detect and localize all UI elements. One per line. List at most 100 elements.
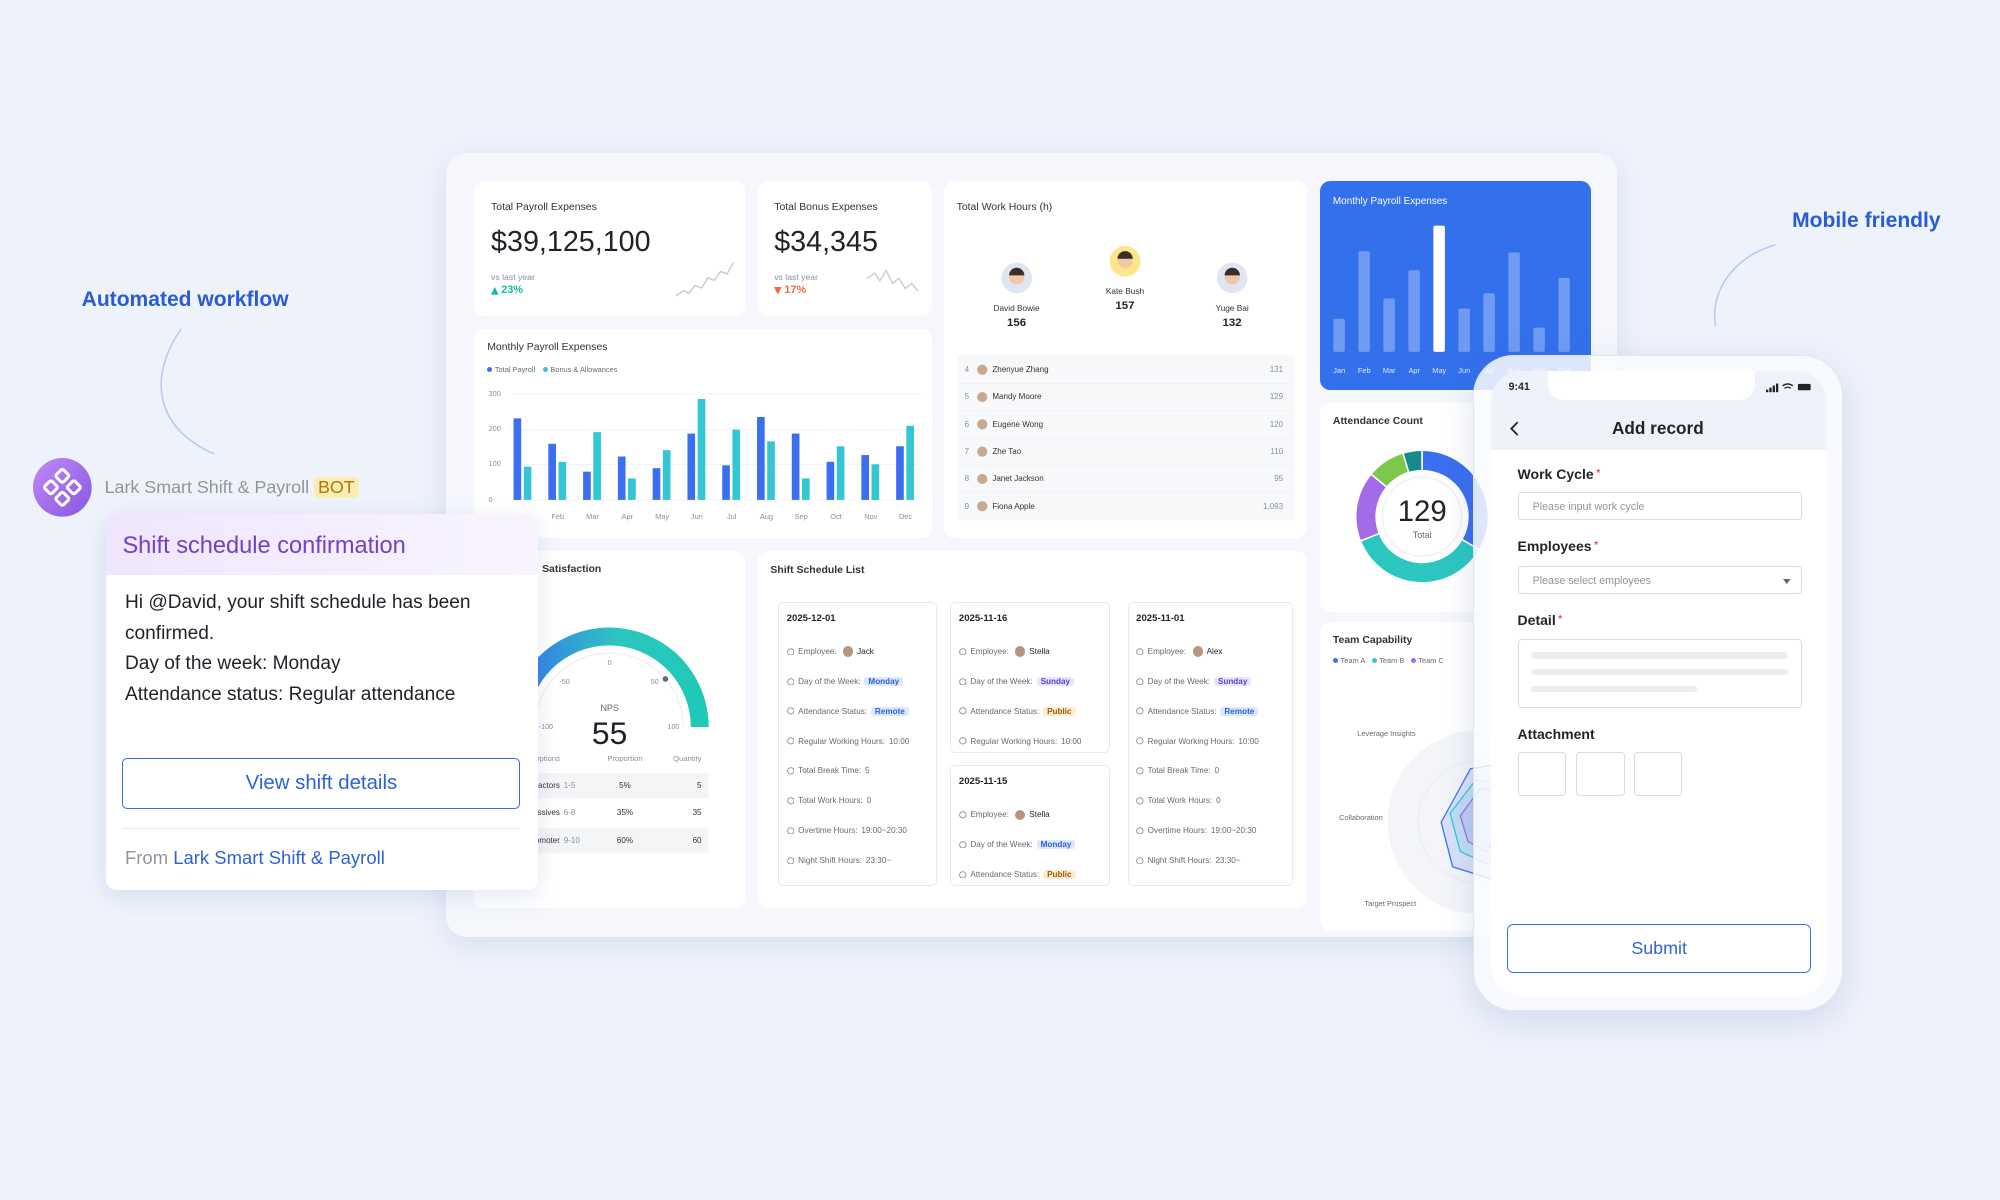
field-value: 23:30~ <box>1215 855 1241 865</box>
y-tick-label: 100 <box>488 459 501 469</box>
ranking-hours: 157 <box>1115 300 1135 313</box>
field-icon-shape <box>1136 826 1144 835</box>
row-name: Fiona Apple <box>992 501 1035 511</box>
field-icon <box>786 677 795 685</box>
bot-avatar <box>33 457 92 517</box>
upload-slot[interactable] <box>1517 752 1567 796</box>
ranking-table-bg <box>956 354 1295 521</box>
field-label: Detail * <box>1518 612 1563 629</box>
table-cell: 60 <box>692 835 702 845</box>
kpi-card: Total Payroll Expenses $39,125,100 vs last… <box>474 181 745 317</box>
shift-entry[interactable]: 2025-11-16 Employee: Stella Day of the Week… <box>950 602 1110 753</box>
bar <box>663 450 671 500</box>
shift-entry[interactable]: 2025-12-01 Employee: Jack Day of the Week: M… <box>778 602 938 887</box>
status-time: 9:41 <box>1508 381 1530 394</box>
back-button[interactable] <box>1509 421 1520 436</box>
signal-bar <box>1769 387 1772 393</box>
ranking-name: Yuge Bai <box>1215 302 1249 313</box>
field-icon-shape <box>1136 647 1144 656</box>
bar <box>558 461 567 500</box>
upload-slot[interactable] <box>1576 752 1625 796</box>
field-icon-shape <box>1136 797 1144 805</box>
avatar-hair <box>1224 267 1240 276</box>
donut-segment <box>1402 449 1423 474</box>
entry-field: Day of the Week: Sunday <box>959 674 1075 689</box>
ranking-hours: 156 <box>1006 317 1027 330</box>
battery <box>1798 384 1811 391</box>
card-title: Satisfaction <box>542 563 602 575</box>
field-value: 19:00~20:30 <box>1210 826 1257 836</box>
table-cell: 6-8 <box>563 808 576 818</box>
field-value: 0 <box>866 796 872 806</box>
gauge-value: 55 <box>591 715 628 752</box>
bar <box>593 432 602 500</box>
message-title: Shift schedule confirmation <box>122 532 406 559</box>
legend-item: Team A <box>1332 656 1365 665</box>
field-label: Day of the Week: <box>1147 676 1211 686</box>
bar <box>698 399 706 500</box>
card-title: Total Work Hours (h) <box>956 201 1053 213</box>
textarea-field[interactable] <box>1517 638 1802 708</box>
field-label: Attendance Status: <box>1147 706 1217 716</box>
entry-field: Total Work Hours: 0 <box>786 793 872 808</box>
bar <box>837 446 845 500</box>
footer-link[interactable]: Lark Smart Shift & Payroll <box>173 846 385 868</box>
gauge-inner-ring <box>535 652 685 728</box>
entry-field: Regular Working Hours: 10:00 <box>959 733 1081 748</box>
field-label-text: Work Cycle <box>1517 465 1594 482</box>
entry-field: Overtime Hours: 19:00~20:30 <box>1136 823 1256 838</box>
bot-logo-part <box>43 479 59 496</box>
field-icon <box>786 767 795 775</box>
connector-arc <box>1713 244 1776 327</box>
row-rank: 9 <box>964 501 970 511</box>
ranking-name: Kate Bush <box>1105 286 1145 297</box>
radar-axis-label: Leverage Insights <box>1357 729 1416 739</box>
row-name: Janet Jackson <box>992 474 1044 484</box>
entry-field: Total Break Time: 5 <box>786 763 870 778</box>
kpi-title: Total Payroll Expenses <box>491 201 597 213</box>
kpi-change: 17% <box>784 284 807 297</box>
row-hours: 120 <box>1269 419 1284 429</box>
donut-center-ring <box>1382 476 1463 557</box>
shift-entry[interactable]: 2025-11-01 Employee: Alex Day of the Week: S… <box>1127 602 1294 887</box>
card-title: Attendance Count <box>1332 415 1423 427</box>
signal-bar <box>1772 385 1776 393</box>
field-icon <box>959 677 967 685</box>
x-tick-label: Nov <box>864 512 878 522</box>
field-label: Day of the Week: <box>970 840 1033 850</box>
field-icon-shape <box>786 767 795 775</box>
row-avatar <box>977 364 988 375</box>
field-icon-shape <box>1136 856 1144 865</box>
submit-button[interactable]: Submit <box>1507 924 1811 973</box>
bar <box>583 471 592 500</box>
field-value: 10:00 <box>888 736 910 746</box>
trend-arrow-shape <box>774 286 782 295</box>
field-label: Night Shift Hours: <box>1147 855 1212 865</box>
divider <box>122 827 521 830</box>
field-label: Day of the Week: <box>970 676 1033 686</box>
legend-swatch <box>487 366 493 372</box>
upload-slot[interactable] <box>1633 752 1683 796</box>
shift-entry[interactable]: 2025-11-15 Employee: Stella Day of the Week… <box>950 765 1110 887</box>
bar <box>628 478 637 500</box>
bar <box>514 418 522 500</box>
select-field[interactable]: Please select employees <box>1517 566 1802 595</box>
input-field[interactable]: Please input work cycle <box>1517 492 1802 521</box>
employee-name: Alex <box>1206 646 1223 656</box>
view-details-button[interactable]: View shift details <box>122 757 521 809</box>
field-label: Total Break Time: <box>1147 766 1211 776</box>
legend-swatch <box>1371 657 1377 663</box>
row-name: Zhenyue Zhang <box>992 365 1049 375</box>
bar <box>687 433 696 500</box>
field-icon <box>786 737 795 745</box>
field-icon <box>1136 797 1144 805</box>
field-icon <box>786 856 795 865</box>
employee-name: Stella <box>1029 646 1050 656</box>
bar <box>1483 293 1496 353</box>
entry-field: Night Shift Hours: 23:30~ <box>786 853 891 868</box>
field-label-text: Employees <box>1517 538 1592 555</box>
select-arrow-shape <box>1782 578 1791 584</box>
kpi-value: $34,345 <box>774 226 878 259</box>
bar <box>1558 278 1570 353</box>
